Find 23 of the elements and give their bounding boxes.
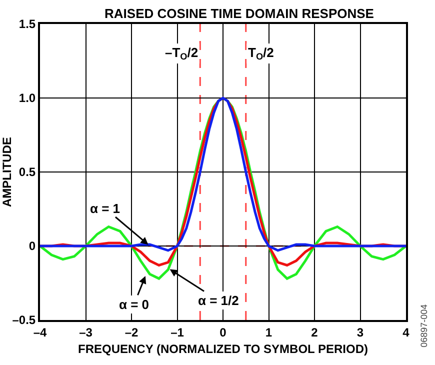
annotation: α = 0 — [119, 297, 150, 312]
ref-line-label: T$_{O}$/2 — [248, 45, 274, 62]
y-tick-label: 1.5 — [18, 17, 36, 32]
y-tick-label: 1.0 — [18, 91, 36, 106]
x-tick-label: –1 — [170, 325, 184, 340]
x-tick-label: –3 — [79, 325, 93, 340]
text: 06897-004 — [419, 304, 430, 348]
x-tick-label: 3 — [356, 325, 364, 340]
x-axis-title: FREQUENCY (NORMALIZED TO SYMBOL PERIOD) — [78, 342, 368, 356]
x-tick-label: 0 — [220, 325, 227, 340]
y-tick-label: 0 — [28, 239, 36, 254]
annotation: α = 1 — [90, 201, 120, 216]
y-tick-label: 0.5 — [18, 165, 36, 180]
x-tick-label: 2 — [311, 325, 318, 340]
x-tick-label: 1 — [265, 325, 272, 340]
y-axis-title: AMPLITUDE — [0, 137, 14, 207]
annotation: α = 1/2 — [198, 293, 239, 308]
y-tick-label: –0.5 — [12, 313, 36, 328]
x-tick-label: –4 — [33, 325, 47, 340]
x-tick-label: 4 — [402, 325, 410, 340]
chart-title: RAISED COSINE TIME DOMAIN RESPONSE — [104, 6, 374, 22]
x-tick-label: –2 — [124, 325, 138, 340]
ref-line-label: –T$_{O}$/2 — [165, 45, 198, 62]
